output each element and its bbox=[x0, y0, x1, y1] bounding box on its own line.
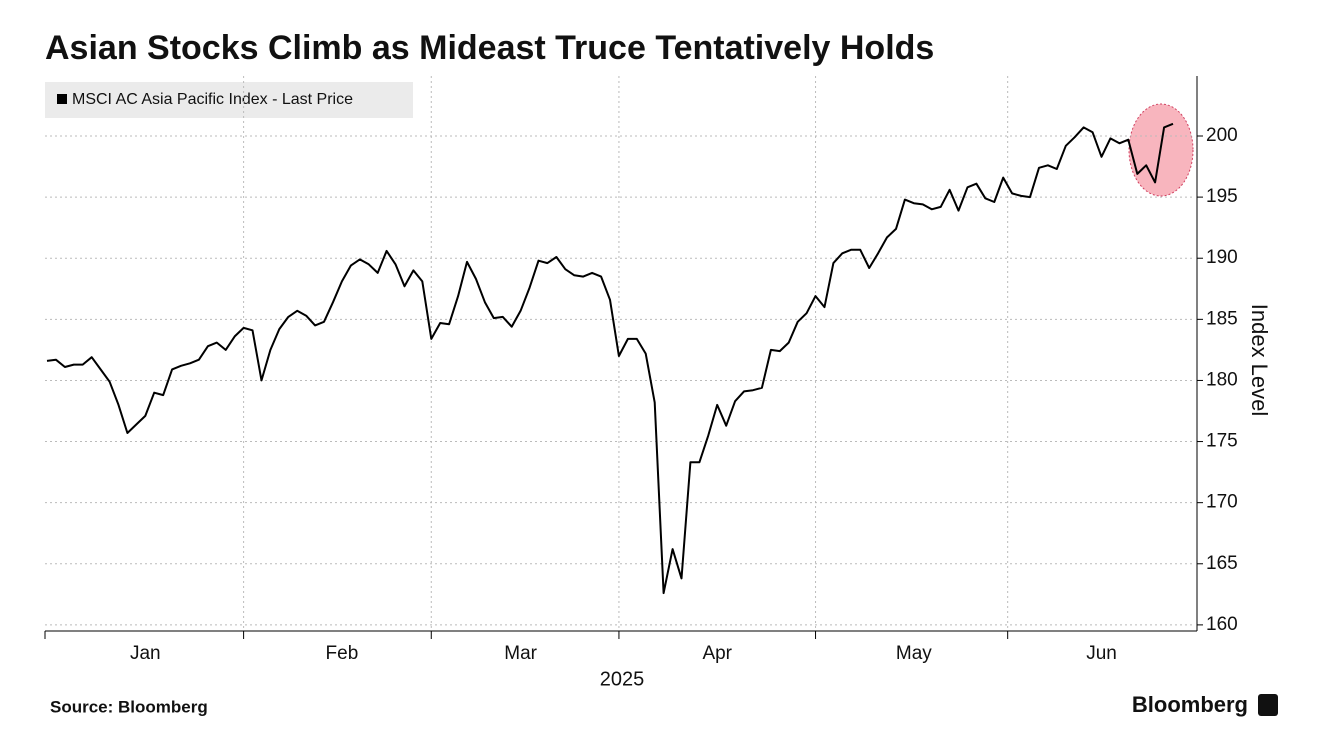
x-tick-label: Apr bbox=[702, 643, 732, 664]
line bbox=[46, 122, 1174, 595]
y-tick-label: 180 bbox=[1206, 369, 1238, 390]
brand-icon bbox=[1258, 694, 1278, 716]
y-tick-label: 195 bbox=[1206, 186, 1238, 207]
x-tick-label: Feb bbox=[326, 643, 359, 664]
x-tick-label: Jan bbox=[130, 643, 161, 664]
x-tick-label: Mar bbox=[504, 643, 537, 664]
y-axis-label: Index Level bbox=[1247, 304, 1272, 417]
x-tick-label: May bbox=[896, 643, 932, 664]
y-tick-label: 200 bbox=[1206, 125, 1238, 146]
x-tick-label: Jun bbox=[1086, 643, 1117, 664]
source: Source: Bloomberg bbox=[50, 697, 208, 716]
y-tick-label: 190 bbox=[1206, 247, 1238, 268]
chart-title: Asian Stocks Climb as Mideast Truce Tent… bbox=[45, 29, 934, 67]
legend-label: MSCI AC Asia Pacific Index - Last Price bbox=[72, 91, 353, 108]
y-tick-label: 160 bbox=[1206, 614, 1238, 635]
legend-swatch bbox=[57, 94, 67, 104]
x-axis-label: 2025 bbox=[600, 668, 645, 690]
brand: Bloomberg bbox=[1132, 692, 1248, 717]
y-tick-label: 165 bbox=[1206, 553, 1238, 574]
y-tick-label: 175 bbox=[1206, 431, 1238, 452]
y-tick-label: 185 bbox=[1206, 308, 1238, 329]
legend-box bbox=[45, 82, 413, 118]
y-tick-label: 170 bbox=[1206, 492, 1238, 513]
